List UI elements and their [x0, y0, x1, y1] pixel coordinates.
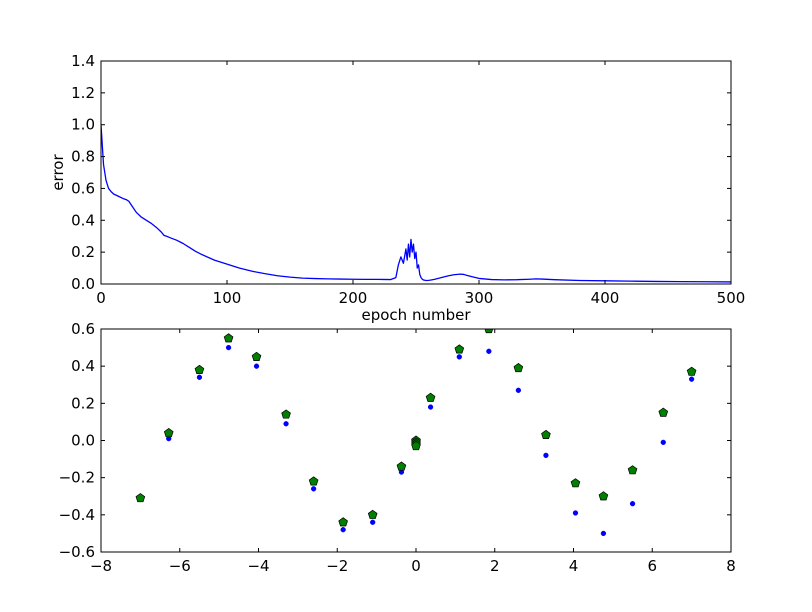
- data-layer: [101, 124, 731, 283]
- bottom-panel-scatter-plot: −8 −6 −4 −2 0 2 4 6 8 −0.6 −0.4 −0.2 0.0 0.2 0.4 0.6: [59, 320, 736, 575]
- x-tick-label: 400: [591, 289, 620, 307]
- data-point-blue: [660, 439, 666, 446]
- data-point-green-pentagon: [411, 441, 421, 451]
- data-point-green-pentagon: [163, 428, 174, 438]
- x-tick-label: 4: [569, 557, 579, 575]
- y-tick-label: 0.0: [71, 432, 95, 450]
- y-tick-label: 0.8: [71, 148, 95, 166]
- data-point-blue: [427, 404, 434, 410]
- y-tick-label: −0.6: [59, 543, 95, 561]
- data-point-blue: [600, 530, 607, 537]
- data-point-green-pentagon: [425, 392, 436, 402]
- data-point-blue: [629, 501, 636, 507]
- data-point-green-pentagon: [251, 351, 262, 361]
- y-tick-label: 1.2: [71, 84, 95, 102]
- x-tick-label: −6: [169, 557, 191, 575]
- data-point-blue: [688, 376, 695, 382]
- data-point-green-pentagon: [223, 333, 234, 343]
- data-point-green-pentagon: [513, 362, 524, 373]
- data-point-green-pentagon: [396, 461, 407, 471]
- y-tick-label: 1.4: [71, 52, 95, 70]
- data-point-blue: [225, 344, 232, 351]
- y-tick-label: 0.2: [71, 394, 95, 412]
- data-point-blue: [486, 348, 492, 354]
- data-point-blue: [572, 510, 579, 516]
- x-tick-label: −4: [247, 557, 269, 575]
- x-tick-label: −8: [90, 557, 112, 575]
- data-point-green-pentagon: [308, 476, 319, 486]
- x-tick-label: −2: [326, 557, 348, 575]
- y-tick-label: 0.4: [71, 211, 95, 229]
- data-point-blue: [283, 421, 289, 427]
- data-point-blue: [310, 486, 317, 492]
- data-point-blue: [515, 387, 522, 393]
- data-point-blue: [370, 519, 376, 525]
- y-tick-label: −0.4: [59, 506, 95, 524]
- data-point-green-pentagon: [281, 409, 291, 419]
- y-tick-label: −0.2: [59, 469, 95, 487]
- data-point-green-pentagon: [598, 491, 609, 501]
- x-tick-label: 500: [717, 289, 746, 307]
- y-tick-label: 0.6: [71, 179, 95, 197]
- x-tick-label: 300: [465, 289, 494, 307]
- data-point-blue: [456, 354, 462, 360]
- series-line: [101, 124, 731, 283]
- x-tick-label: 100: [213, 289, 242, 307]
- axes-frame: [100, 60, 732, 285]
- data-point-green-pentagon: [541, 429, 551, 439]
- x-tick-label: 8: [726, 557, 736, 575]
- data-layer: [135, 329, 697, 537]
- data-point-green-pentagon: [454, 344, 465, 354]
- y-tick-label: 0.4: [71, 357, 95, 375]
- data-point-blue: [340, 527, 346, 533]
- data-point-green-pentagon: [627, 465, 638, 475]
- x-tick-label: 6: [647, 557, 657, 575]
- data-point-blue: [543, 452, 549, 459]
- x-tick-label: 0: [96, 289, 106, 307]
- x-tick-label: 0: [411, 557, 421, 575]
- x-tick-label: 200: [339, 289, 368, 307]
- data-point-green-pentagon: [194, 364, 205, 374]
- data-point-green-pentagon: [658, 407, 669, 417]
- y-tick-label: 0.0: [71, 275, 95, 293]
- x-tick-label: 2: [490, 557, 500, 575]
- data-point-green-pentagon: [570, 478, 581, 488]
- y-tick-label: 0.6: [71, 320, 95, 338]
- data-point-green-pentagon: [484, 329, 494, 334]
- x-axis-label: epoch number: [362, 306, 472, 324]
- y-tick-label: 1.0: [71, 116, 95, 134]
- data-point-green-pentagon: [135, 493, 146, 503]
- data-point-green-pentagon: [367, 509, 378, 519]
- data-point-blue: [253, 363, 260, 369]
- data-point-green-pentagon: [686, 366, 697, 376]
- y-tick-label: 0.2: [71, 243, 95, 261]
- data-point-blue: [196, 374, 203, 380]
- y-axis-label: error: [49, 154, 67, 191]
- data-point-green-pentagon: [338, 517, 348, 527]
- top-panel-error-plot: 0 100 200 300 400 500 0.0 0.2 0.4 0.6 0.8 1.0 1.2 1.4…: [49, 52, 745, 324]
